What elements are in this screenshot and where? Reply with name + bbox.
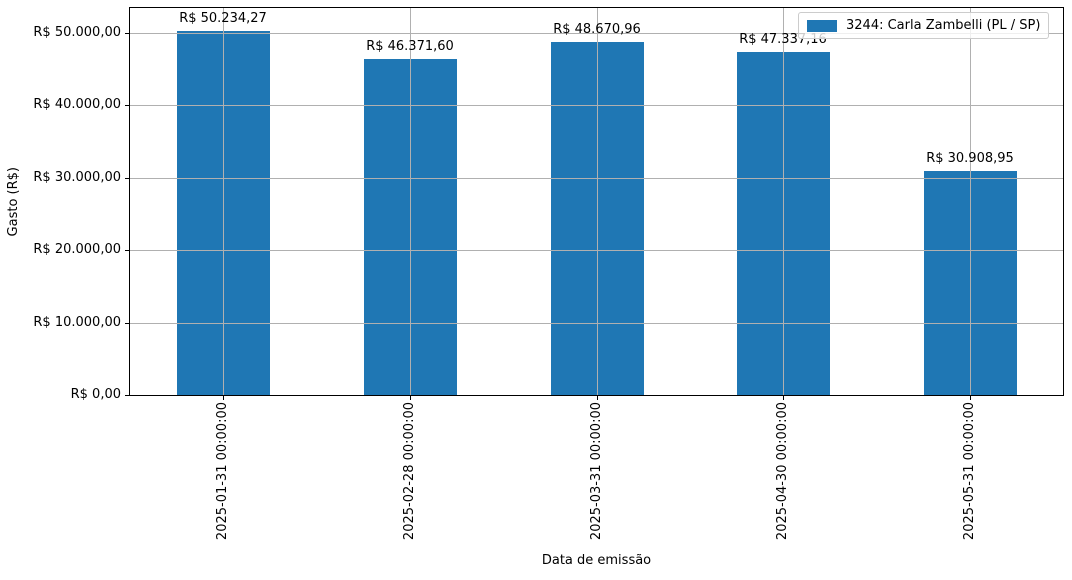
y-tick-mark	[125, 323, 129, 324]
x-tick-mark	[783, 396, 784, 400]
gridline-vertical	[597, 8, 598, 395]
bar-value-label: R$ 46.371,60	[366, 39, 454, 54]
x-tick-mark	[223, 396, 224, 400]
x-tick-mark	[410, 396, 411, 400]
x-tick-label: 2025-03-31 00:00:00	[589, 402, 604, 541]
bar-value-label: R$ 48.670,96	[553, 22, 641, 37]
y-tick-mark	[125, 33, 129, 34]
gridline-vertical	[223, 8, 224, 395]
gridline-horizontal	[130, 178, 1063, 179]
x-tick-label: 2025-02-28 00:00:00	[402, 402, 417, 541]
y-tick-mark	[125, 395, 129, 396]
y-tick-label: R$ 30.000,00	[33, 170, 121, 185]
bar-value-label: R$ 50.234,27	[179, 11, 267, 26]
legend-label: 3244: Carla Zambelli (PL / SP)	[846, 18, 1041, 33]
x-axis-label: Data de emissão	[541, 553, 652, 568]
y-tick-mark	[125, 105, 129, 106]
x-tick-label: 2025-05-31 00:00:00	[962, 402, 977, 541]
gridline-horizontal	[130, 323, 1063, 324]
gridline-vertical	[783, 8, 784, 395]
x-tick-mark	[970, 396, 971, 400]
x-tick-label: 2025-04-30 00:00:00	[775, 402, 790, 541]
legend-swatch-icon	[807, 19, 837, 32]
y-tick-label: R$ 50.000,00	[33, 25, 121, 40]
gridline-horizontal	[130, 250, 1063, 251]
gridline-vertical	[970, 8, 971, 395]
y-tick-label: R$ 40.000,00	[33, 97, 121, 112]
y-tick-mark	[125, 250, 129, 251]
y-tick-label: R$ 0,00	[70, 387, 121, 402]
y-tick-label: R$ 20.000,00	[33, 242, 121, 257]
y-tick-mark	[125, 178, 129, 179]
gridline-vertical	[410, 8, 411, 395]
x-tick-mark	[597, 396, 598, 400]
y-tick-label: R$ 10.000,00	[33, 315, 121, 330]
bar-value-label: R$ 30.908,95	[926, 151, 1014, 166]
gridline-horizontal	[130, 105, 1063, 106]
legend: 3244: Carla Zambelli (PL / SP)	[798, 12, 1050, 39]
x-tick-label: 2025-01-31 00:00:00	[215, 402, 230, 541]
gridline-horizontal	[130, 33, 1063, 34]
